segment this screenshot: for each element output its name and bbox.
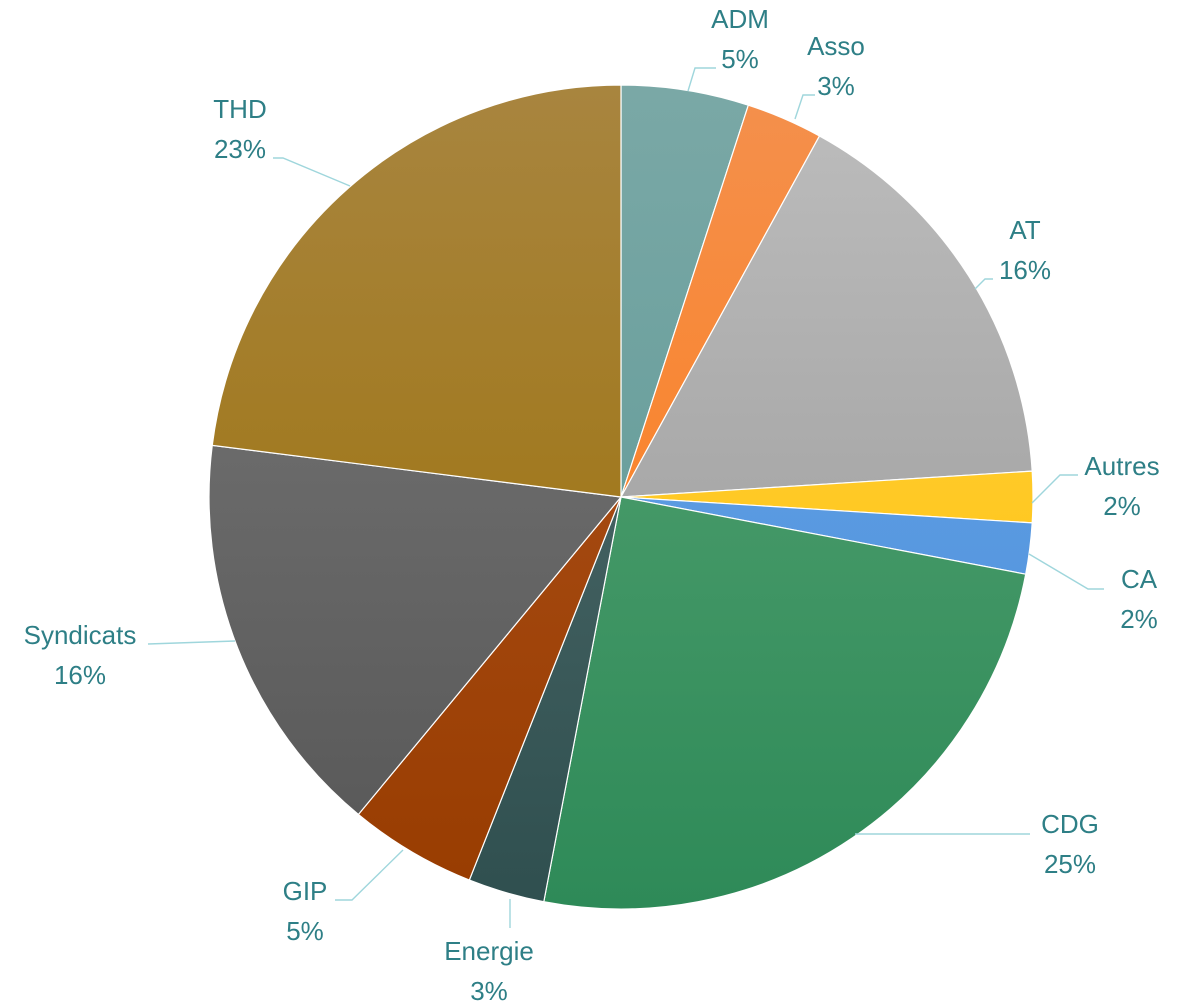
slice-percent-gip: 5% bbox=[286, 916, 324, 946]
slice-percent-energie: 3% bbox=[470, 976, 508, 1004]
pie-slice-thd bbox=[211, 84, 622, 498]
slice-percent-thd: 23% bbox=[214, 134, 266, 164]
slice-label-adm: ADM bbox=[711, 4, 769, 34]
data-labels: ADM 5% Asso 3% AT 16% Autres 2% CA 2% CDG 25% Energi… bbox=[24, 4, 1160, 1004]
slice-label-at: AT bbox=[1009, 215, 1040, 245]
leader-lines bbox=[147, 67, 1104, 928]
slice-label-gip: GIP bbox=[283, 876, 328, 906]
slice-percent-ca: 2% bbox=[1120, 604, 1158, 634]
pie-slice-syndicats bbox=[208, 444, 623, 816]
leader-line-thd bbox=[273, 157, 351, 187]
leader-line-gip bbox=[335, 849, 404, 901]
leader-line-autres bbox=[1031, 474, 1078, 504]
slice-label-syndicats: Syndicats bbox=[24, 620, 137, 650]
slice-percent-syndicats: 16% bbox=[54, 660, 106, 690]
pie-slice-at bbox=[619, 135, 1033, 498]
pie-slices bbox=[208, 84, 1034, 910]
slice-percent-cdg: 25% bbox=[1044, 849, 1096, 879]
slice-label-thd: THD bbox=[213, 94, 266, 124]
slice-label-ca: CA bbox=[1121, 564, 1158, 594]
slice-label-autres: Autres bbox=[1084, 451, 1159, 481]
slice-label-energie: Energie bbox=[444, 936, 534, 966]
leader-line-asso bbox=[794, 94, 815, 120]
slice-percent-autres: 2% bbox=[1103, 491, 1141, 521]
slice-label-asso: Asso bbox=[807, 31, 865, 61]
leader-line-syndicats bbox=[147, 640, 236, 645]
leader-line-at bbox=[974, 278, 993, 290]
leader-line-ca bbox=[1028, 553, 1104, 590]
pie-slice-cdg bbox=[543, 496, 1027, 910]
leader-line-adm bbox=[687, 67, 716, 92]
slice-percent-asso: 3% bbox=[817, 71, 855, 101]
slice-label-cdg: CDG bbox=[1041, 809, 1099, 839]
slice-percent-adm: 5% bbox=[721, 44, 759, 74]
slice-percent-at: 16% bbox=[999, 255, 1051, 285]
